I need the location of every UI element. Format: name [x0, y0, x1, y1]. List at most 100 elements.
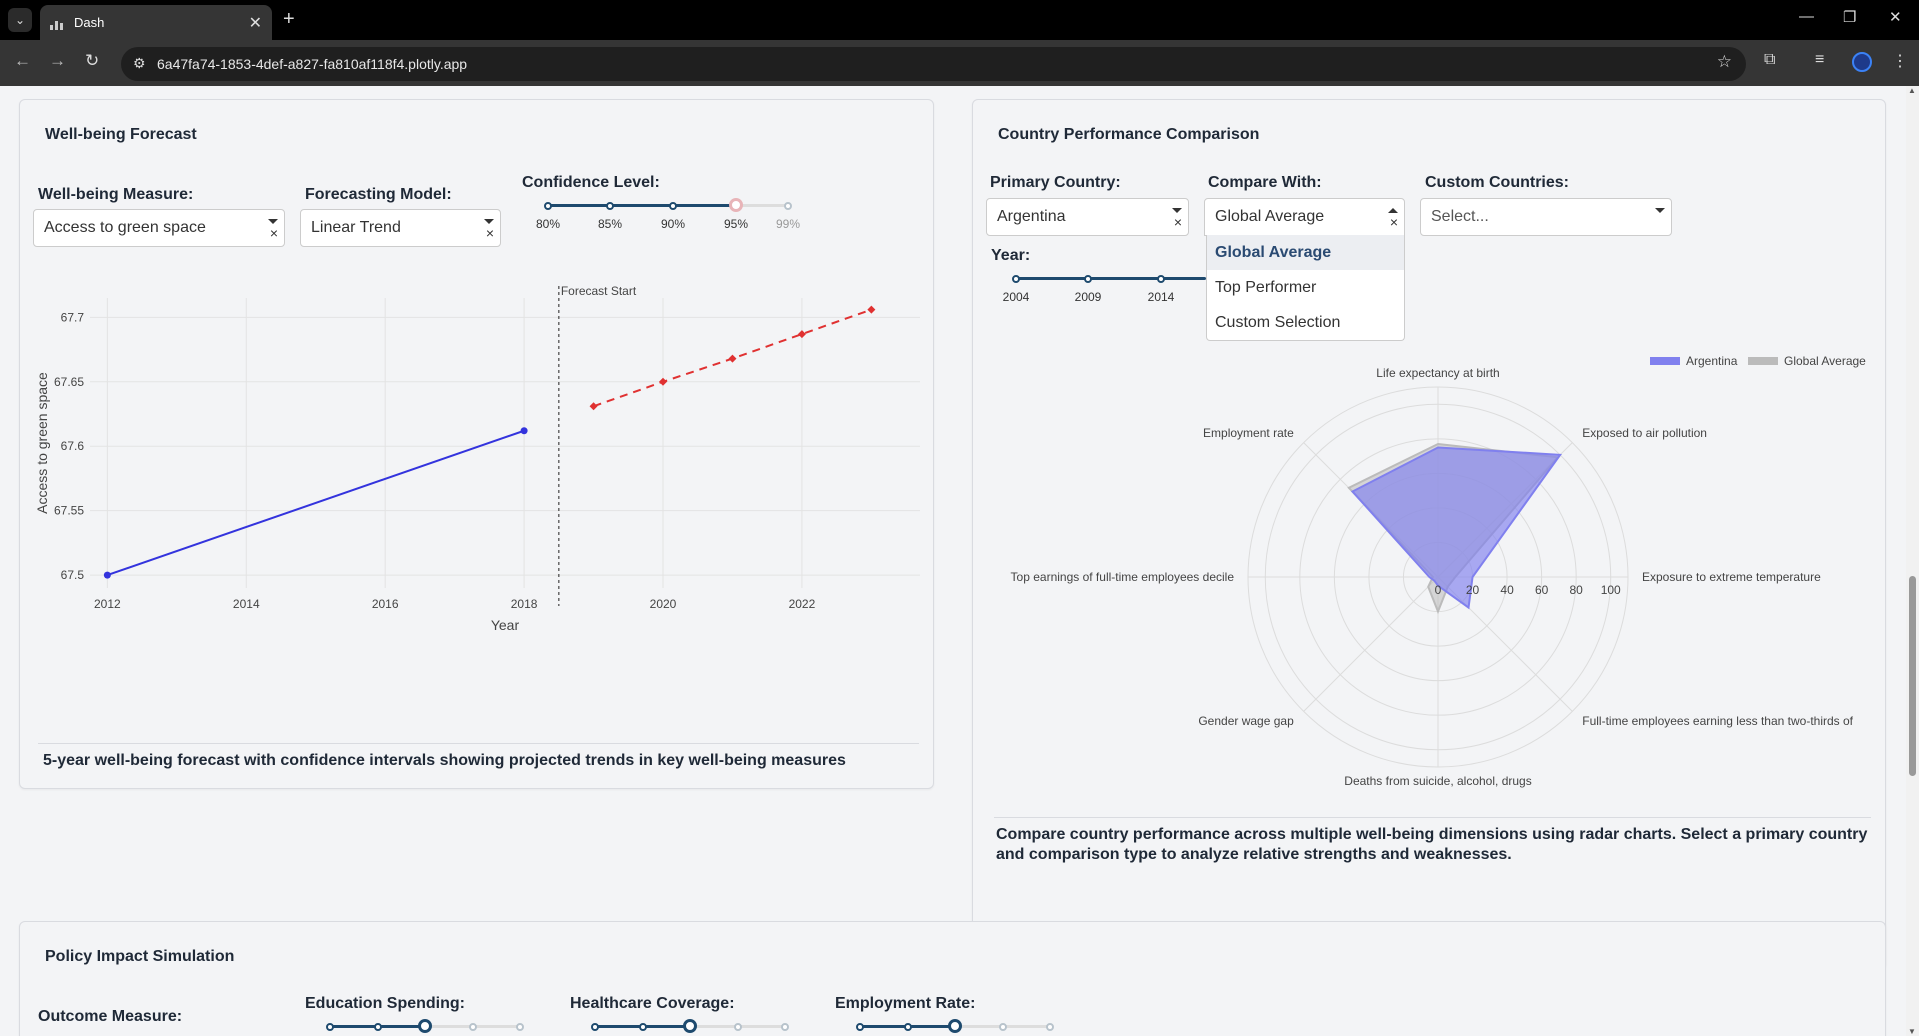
y-tick-label: 67.7: [61, 310, 85, 324]
year-slider[interactable]: 2004 2009 2014: [1003, 273, 1206, 304]
option-top-performer[interactable]: Top Performer: [1215, 279, 1317, 296]
slider-mark-dot[interactable]: [856, 1023, 864, 1031]
scroll-up-icon[interactable]: ▲: [1908, 86, 1916, 95]
option-global-average[interactable]: Global Average: [1207, 235, 1404, 270]
compare-dropdown[interactable]: Global Average ×: [1204, 198, 1405, 236]
slider-mark-dot[interactable]: [1012, 275, 1020, 283]
bookmark-star-icon[interactable]: ☆: [1716, 52, 1732, 71]
slider-handle[interactable]: [948, 1019, 962, 1033]
year-label: Year:: [991, 247, 1031, 264]
slider-mark-dot[interactable]: [591, 1023, 599, 1031]
policy-title: Policy Impact Simulation: [45, 948, 235, 965]
radial-tick-label: 40: [1500, 583, 1514, 597]
confidence-slider[interactable]: 80% 85% 90% 95% 99%: [536, 198, 800, 231]
dropdown-arrow-icon[interactable]: [1655, 208, 1665, 213]
slider-mark-dot[interactable]: [516, 1023, 524, 1031]
address-bar[interactable]: ⚙ 6a47fa74-1853-4def-a827-fa810af118f4.p…: [121, 47, 1746, 81]
slider-mark-dot[interactable]: [1084, 275, 1092, 283]
slider-handle[interactable]: [729, 198, 743, 212]
clear-icon[interactable]: ×: [1389, 214, 1398, 230]
scrollbar-thumb[interactable]: [1909, 576, 1916, 776]
close-window-icon[interactable]: ✕: [1889, 9, 1902, 26]
radial-tick-label: 60: [1535, 583, 1549, 597]
primary-label: Primary Country:: [990, 174, 1121, 191]
option-custom-selection[interactable]: Custom Selection: [1215, 314, 1341, 331]
minimize-icon[interactable]: —: [1799, 8, 1814, 25]
url-text: 6a47fa74-1853-4def-a827-fa810af118f4.plo…: [157, 56, 468, 72]
slider-mark-dot[interactable]: [544, 202, 552, 210]
clear-icon[interactable]: ×: [485, 225, 494, 241]
radial-tick-label: 80: [1570, 583, 1584, 597]
x-tick-label: 2016: [372, 597, 399, 611]
custom-label: Custom Countries:: [1425, 174, 1569, 191]
dropdown-arrow-icon[interactable]: [484, 219, 494, 224]
dropdown-arrow-icon[interactable]: [268, 219, 278, 224]
forecast-title: Well-being Forecast: [45, 126, 197, 143]
extensions-icon[interactable]: ⧉: [1764, 51, 1776, 68]
slider-handle[interactable]: [418, 1019, 432, 1033]
forecast-chart[interactable]: 2012 2014 2016 2018 2020 2022 67.5 67.55 67.6 67.…: [30, 268, 930, 828]
slider-mark-dot[interactable]: [999, 1023, 1007, 1031]
slider-mark-dot[interactable]: [1046, 1023, 1054, 1031]
slider-mark-dot[interactable]: [326, 1023, 334, 1031]
y-tick-label: 67.55: [54, 504, 84, 518]
slider-mark-dot[interactable]: [734, 1023, 742, 1031]
tab-search-icon[interactable]: ⌄: [8, 8, 32, 32]
legend-global-swatch: [1748, 357, 1778, 365]
primary-dropdown[interactable]: Argentina ×: [986, 198, 1189, 236]
radar-chart[interactable]: Life expectancy at birth Exposed to air p…: [972, 336, 1886, 906]
new-tab-icon[interactable]: +: [283, 8, 295, 30]
profile-avatar[interactable]: [1852, 52, 1872, 72]
compare-options-menu: Global Average Top Performer Custom Sele…: [1206, 235, 1405, 341]
dropdown-arrow-icon[interactable]: [1172, 208, 1182, 213]
forward-icon[interactable]: →: [49, 51, 66, 70]
education-label: Education Spending:: [305, 995, 465, 1012]
y-axis-title: Access to green space: [34, 372, 50, 514]
measure-dropdown[interactable]: Access to green space ×: [33, 209, 285, 247]
slider-mark-dot[interactable]: [469, 1023, 477, 1031]
back-icon[interactable]: ←: [14, 51, 31, 70]
dropdown-arrow-up-icon[interactable]: [1388, 208, 1398, 213]
slider-mark-dot[interactable]: [904, 1023, 912, 1031]
page-scrollbar[interactable]: ▲ ▼: [1906, 86, 1919, 1036]
model-dropdown[interactable]: Linear Trend ×: [300, 209, 501, 247]
employment-slider[interactable]: [856, 1019, 1054, 1035]
x-tick-label: 2014: [233, 597, 260, 611]
restore-icon[interactable]: ❐: [1843, 9, 1857, 26]
menu-kebab-icon[interactable]: ⋮: [1892, 53, 1908, 70]
divider: [38, 743, 919, 744]
close-tab-icon[interactable]: ✕: [248, 14, 262, 32]
reload-icon[interactable]: ↻: [85, 51, 100, 70]
slider-mark-dot[interactable]: [669, 202, 677, 210]
slider-mark-dot[interactable]: [606, 202, 614, 210]
media-control-icon[interactable]: ≡: [1815, 51, 1825, 68]
x-tick-label: 2022: [789, 597, 816, 611]
healthcare-slider[interactable]: [591, 1019, 789, 1035]
scroll-down-icon[interactable]: ▼: [1908, 1027, 1916, 1036]
divider: [994, 817, 1871, 818]
clear-icon[interactable]: ×: [1173, 214, 1182, 230]
slider-mark-dot[interactable]: [639, 1023, 647, 1031]
historical-point: [520, 427, 528, 435]
radial-tick-label: 20: [1466, 583, 1480, 597]
slider-mark-dot[interactable]: [374, 1023, 382, 1031]
legend-historical-label: Historical Data: [566, 268, 644, 269]
x-tick-label: 2018: [511, 597, 538, 611]
outcome-label: Outcome Measure:: [38, 1008, 183, 1025]
custom-countries-dropdown[interactable]: Select...: [1420, 198, 1672, 236]
slider-mark-dot[interactable]: [781, 1023, 789, 1031]
clear-icon[interactable]: ×: [269, 225, 278, 241]
browser-tab[interactable]: Dash ✕: [40, 5, 272, 40]
radial-tick-label: 0: [1435, 583, 1442, 597]
slider-handle[interactable]: [683, 1019, 697, 1033]
y-tick-label: 67.65: [54, 375, 84, 389]
site-info-icon[interactable]: ⚙: [133, 55, 146, 71]
dash-favicon-icon: [50, 16, 64, 30]
slider-mark-label: 80%: [535, 217, 561, 231]
legend-global-label: Global Average: [1784, 354, 1866, 368]
slider-mark-label: 99%: [775, 217, 801, 231]
forecast-point: [867, 305, 876, 314]
slider-mark-dot[interactable]: [1157, 275, 1165, 283]
slider-mark-dot[interactable]: [784, 202, 792, 210]
education-slider[interactable]: [326, 1019, 524, 1035]
